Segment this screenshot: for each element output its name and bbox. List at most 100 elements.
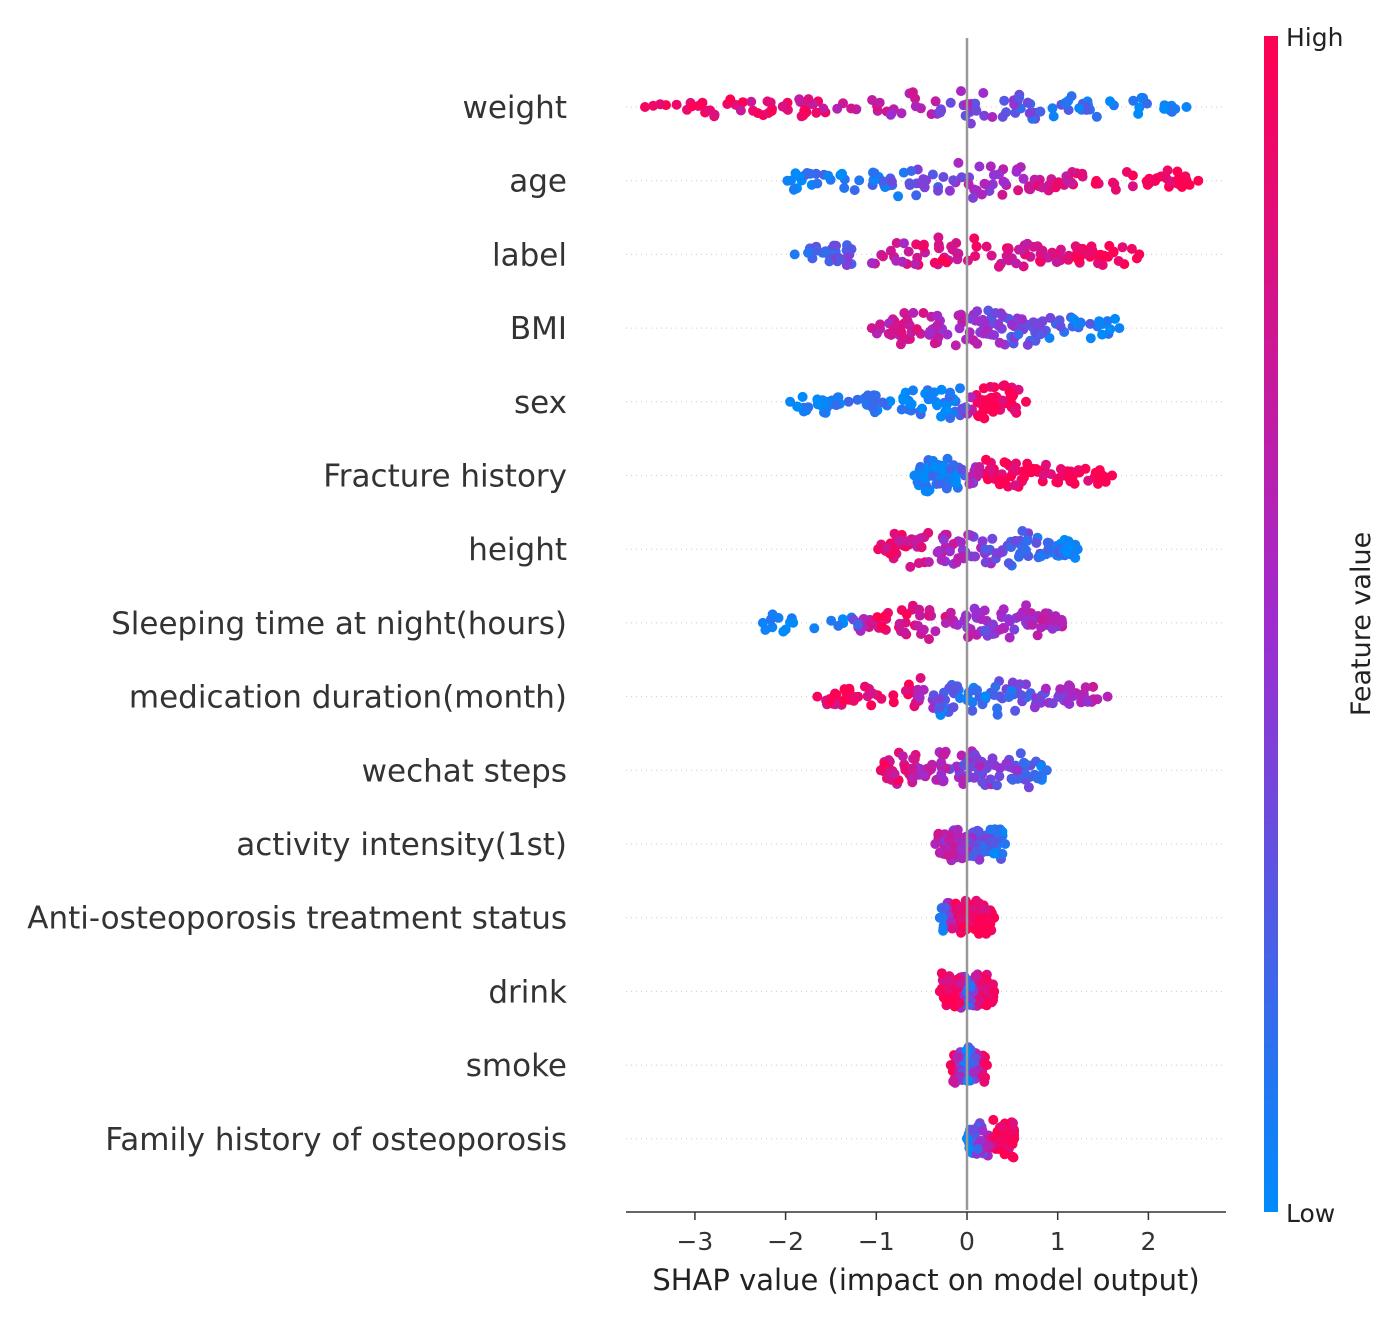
shap-point — [909, 470, 920, 481]
shap-point — [1151, 173, 1162, 184]
shap-point — [901, 609, 912, 620]
shap-point — [918, 770, 929, 780]
shap-point — [880, 611, 891, 621]
shap-point — [937, 255, 948, 266]
shap-point — [1009, 405, 1020, 416]
colorbar-low-label: Low — [1286, 1199, 1335, 1228]
shap-point — [1036, 622, 1046, 633]
shap-point — [1097, 329, 1108, 340]
shap-point — [766, 106, 777, 116]
shap-point — [1121, 167, 1132, 177]
shap-point — [1050, 182, 1061, 193]
shap-point — [1008, 1152, 1019, 1163]
shap-point — [835, 254, 846, 265]
shap-point — [640, 102, 650, 112]
shap-point — [989, 690, 1000, 701]
shap-point — [935, 107, 946, 118]
shap-point — [862, 691, 873, 702]
shap-point — [969, 233, 980, 244]
shap-point — [1090, 467, 1101, 478]
shap-point — [1173, 174, 1184, 185]
shap-point — [956, 913, 967, 923]
shap-point — [671, 99, 682, 110]
shap-point — [1159, 103, 1170, 114]
shap-point — [972, 338, 983, 349]
shap-point — [1060, 98, 1071, 108]
shap-point — [854, 175, 865, 186]
shap-point — [1104, 240, 1115, 251]
shap-point — [924, 634, 934, 645]
shap-point — [997, 111, 1008, 122]
shap-point — [955, 383, 965, 394]
shap-point — [952, 681, 963, 692]
shap-point — [1016, 610, 1026, 621]
shap-point — [915, 610, 925, 621]
shap-point — [1022, 339, 1033, 350]
shap-point — [986, 250, 997, 261]
shap-point — [934, 912, 945, 923]
shap-point — [1009, 624, 1020, 635]
shap-point — [910, 259, 921, 270]
shap-point — [875, 765, 886, 776]
shap-point — [950, 340, 961, 351]
shap-points — [640, 86, 1204, 1163]
shap-point — [934, 703, 945, 714]
shap-point — [1170, 104, 1181, 114]
shap-point — [927, 169, 938, 180]
shap-point — [1055, 321, 1066, 332]
shap-point — [888, 690, 899, 701]
shap-point — [1022, 535, 1033, 546]
shap-point — [1114, 323, 1125, 334]
shap-point — [794, 94, 805, 105]
shap-point — [809, 623, 820, 634]
shap-point — [709, 109, 720, 120]
shap-point — [923, 527, 934, 538]
shap-point — [1027, 619, 1038, 630]
shap-point — [1023, 782, 1034, 793]
shap-point — [984, 1141, 995, 1151]
shap-point — [885, 396, 896, 407]
shap-point — [947, 923, 958, 934]
shap-point — [812, 245, 823, 256]
shap-point — [941, 400, 952, 411]
shap-point — [846, 103, 857, 114]
shap-point — [980, 544, 991, 555]
shap-point — [1046, 469, 1056, 480]
shap-point — [948, 539, 959, 549]
shap-point — [1038, 470, 1049, 481]
shap-point — [905, 561, 916, 572]
shap-point — [1105, 96, 1115, 107]
shap-point — [911, 324, 922, 335]
shap-point — [1128, 95, 1139, 106]
shap-point — [930, 839, 941, 849]
shap-point — [1022, 97, 1033, 108]
shap-point — [987, 405, 998, 416]
shap-point — [940, 902, 950, 913]
shap-point — [977, 536, 988, 547]
shap-point — [833, 392, 844, 403]
shap-point — [737, 97, 748, 108]
shap-point — [957, 853, 968, 864]
shap-point — [1003, 558, 1014, 569]
shap-point — [968, 192, 978, 203]
feature-label: height — [468, 532, 567, 568]
feature-labels: weight age label BMI sex Fracture history heig… — [27, 90, 567, 1158]
shap-point — [1035, 106, 1046, 117]
shap-point — [971, 753, 982, 764]
x-tick-label: 1 — [1050, 1227, 1066, 1256]
shap-point — [923, 610, 934, 621]
shap-point — [997, 395, 1008, 406]
shap-point — [897, 751, 908, 762]
shap-point — [992, 780, 1002, 791]
shap-point — [960, 110, 971, 121]
shap-point — [1012, 773, 1023, 784]
shap-point — [985, 774, 996, 785]
x-tick-label: −1 — [858, 1227, 895, 1256]
shap-point — [972, 685, 982, 696]
x-tick-label: 2 — [1140, 1227, 1156, 1256]
shap-point — [1054, 472, 1065, 483]
shap-point — [1037, 182, 1048, 193]
shap-point — [973, 897, 983, 908]
shap-point — [930, 626, 941, 637]
shap-point — [866, 700, 877, 711]
